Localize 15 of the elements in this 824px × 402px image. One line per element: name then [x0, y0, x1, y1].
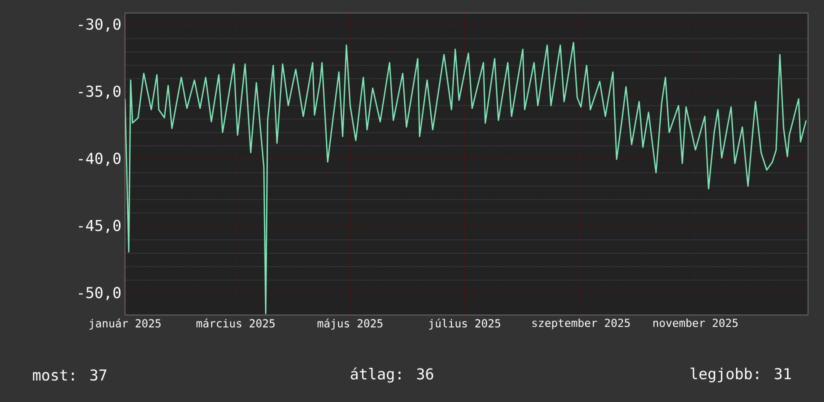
line-series [125, 42, 807, 314]
text: most: 37 [33, 369, 106, 381]
x-tick-label: július 2025 [429, 318, 500, 330]
text: legjobb: 31 [690, 368, 791, 382]
x-tick-label: szeptember 2025 [532, 318, 630, 330]
text: átlag: 36 [350, 367, 434, 383]
x-tick-label: március 2025 [196, 318, 275, 328]
x-tick-label: január 2025 [90, 318, 161, 330]
y-tick-label: -30,0 [78, 18, 121, 32]
y-tick-label: -40,0 [78, 152, 121, 166]
y-tick-label: -45,0 [78, 220, 121, 234]
x-tick-label: november 2025 [653, 318, 738, 328]
x-tick-label: május 2025 [318, 318, 382, 330]
y-tick-label: -35,0 [78, 86, 121, 99]
y-tick-label: -50,0 [78, 286, 121, 300]
